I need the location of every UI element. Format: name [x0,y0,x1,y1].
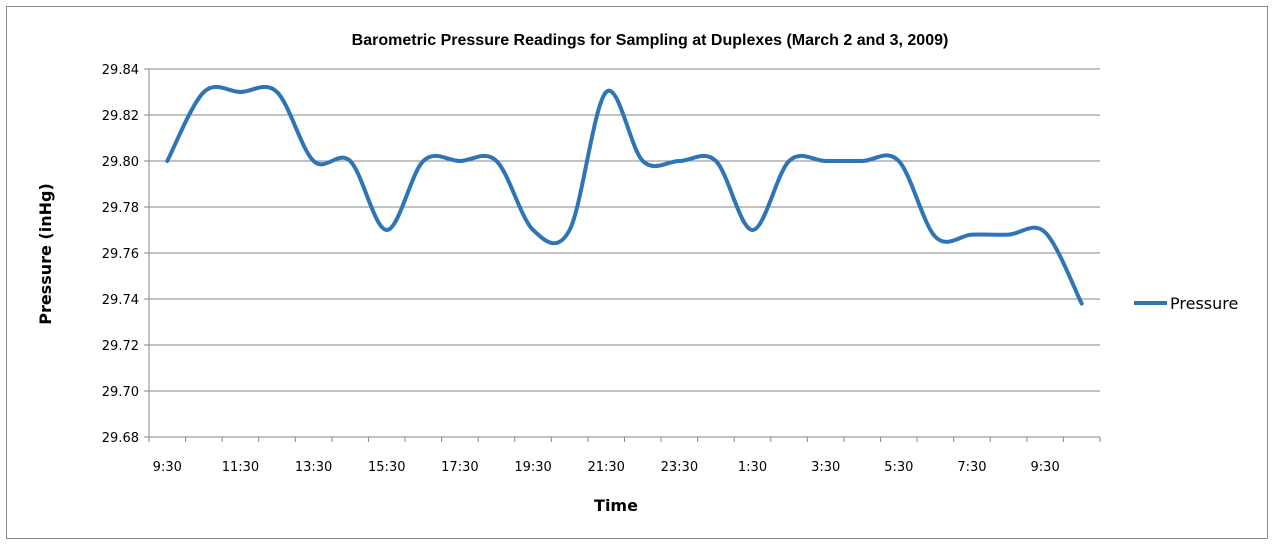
y-axis-title: Pressure (inHg) [36,183,55,325]
x-tick-label: 9:30 [1031,460,1060,475]
y-tick-label: 29.76 [102,247,139,262]
chart-title: Barometric Pressure Readings for Samplin… [352,32,949,49]
x-tick-label: 3:30 [811,460,840,475]
x-axis-title: Time [594,496,638,515]
x-tick-label: 23:30 [661,460,698,475]
x-tick-label: 5:30 [884,460,913,475]
line-chart: Barometric Pressure Readings for Samplin… [36,32,1238,515]
x-tick-label: 13:30 [295,460,332,475]
chart-frame: Barometric Pressure Readings for Samplin… [6,6,1268,539]
series-line-pressure [165,84,1084,306]
y-tick-label: 29.80 [102,155,139,170]
x-tick-label: 15:30 [368,460,405,475]
gridlines [149,68,1100,392]
y-axis-ticks: 29.68 29.70 29.72 29.74 29.76 29.78 29.80 29.82… [102,63,149,446]
y-tick-label: 29.68 [102,431,139,446]
y-tick-label: 29.74 [102,293,139,308]
y-tick-label: 29.82 [102,109,139,124]
x-tick-label: 9:30 [153,460,182,475]
x-axis-ticks: 9:30 11:30 13:30 15:30 17:30 19:30 21:30 23:30 1… [148,437,1101,475]
y-tick-label: 29.84 [102,63,139,78]
x-tick-label: 17:30 [441,460,478,475]
x-tick-label: 1:30 [738,460,767,475]
x-tick-label: 19:30 [514,460,551,475]
legend: Pressure [1134,294,1238,313]
x-tick-label: 21:30 [587,460,624,475]
x-tick-label: 11:30 [222,460,259,475]
y-tick-label: 29.70 [102,385,139,400]
y-tick-label: 29.72 [102,339,139,354]
x-tick-label: 7:30 [957,460,986,475]
legend-label-pressure: Pressure [1170,294,1238,313]
y-tick-label: 29.78 [102,201,139,216]
